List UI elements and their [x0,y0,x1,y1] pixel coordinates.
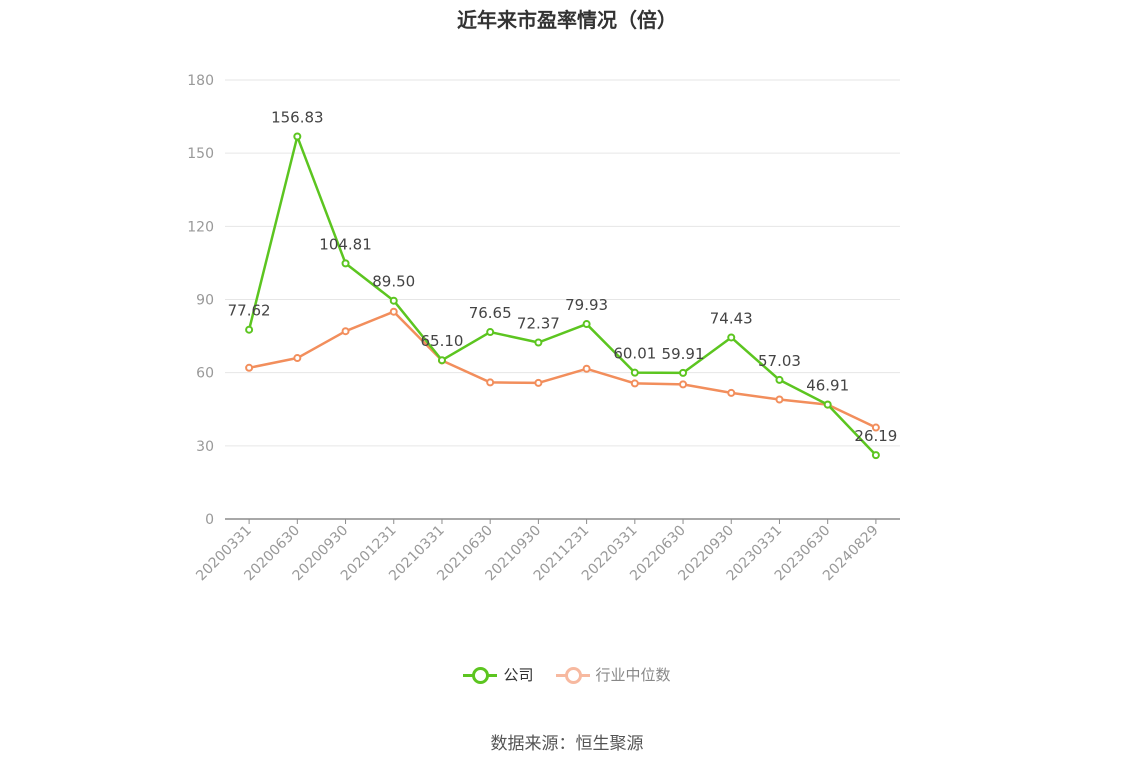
data-point-industry-median [293,354,302,363]
data-label: 77.62 [228,302,271,320]
grid-lines [225,79,900,447]
y-tick-label: 120 [187,219,214,235]
y-tick-label: 150 [187,146,214,162]
data-point-industry-median [582,364,591,373]
data-label: 46.91 [806,377,849,395]
data-label: 57.03 [758,352,801,370]
legend-marker-company [463,665,498,685]
data-point-company [486,328,495,337]
y-tick-label: 30 [196,439,214,455]
data-point-company [534,338,543,347]
series-line-company [247,135,877,456]
data-point-company [775,375,784,384]
data-label: 74.43 [710,309,753,327]
legend: 公司 行业中位数 [0,664,1134,685]
data-label: 65.10 [420,332,463,350]
data-point-company [389,296,398,305]
data-source: 数据来源：恒生聚源 [490,734,644,754]
y-tick-label: 60 [196,366,214,382]
pe-ratio-line-chart: 0 30 60 90 120 150 180 20200331202006302020093… [187,73,900,584]
data-point-industry-median [534,378,543,387]
data-label: 79.93 [565,296,608,314]
chart-title: 近年来市盈率情况（倍） [457,8,677,32]
data-label: 89.50 [372,273,415,291]
legend-item-industry-median[interactable]: 行业中位数 [555,664,671,685]
y-tick-label: 0 [205,512,214,528]
data-point-company [823,400,832,409]
data-point-company [679,368,688,377]
data-label: 26.19 [854,427,897,445]
data-label: 104.81 [319,235,372,253]
data-point-company [582,320,591,329]
y-tick-label: 90 [196,293,214,309]
data-point-industry-median [727,388,736,397]
data-point-company [871,451,880,460]
legend-label-company: 公司 [503,666,534,684]
data-point-company [341,259,350,268]
data-label: 59.91 [662,345,705,363]
data-label: 76.65 [469,304,512,322]
data-point-company [727,333,736,342]
y-axis: 0 30 60 90 120 150 180 [187,73,214,528]
data-point-industry-median [679,380,688,389]
data-point-company [437,356,446,365]
data-point-industry-median [871,423,880,432]
legend-marker-industry-median [555,665,590,685]
data-label: 72.37 [517,314,560,332]
data-point-industry-median [630,379,639,388]
data-point-industry-median [245,363,254,372]
data-label: 60.01 [613,345,656,363]
series-line-industry-median [248,310,877,429]
x-axis: 2020033120200630202009302020123120210331… [193,518,900,584]
data-point-industry-median [486,378,495,387]
data-label: 156.83 [271,109,324,127]
data-labels: 77.62 156.83 104.81 89.50 65.10 76.65 72.37 79.… [228,109,898,446]
data-point-industry-median [341,327,350,336]
legend-item-company[interactable]: 公司 [463,664,534,685]
series-layer [245,132,880,460]
data-point-company [293,132,302,141]
data-point-industry-median [389,307,398,316]
data-point-industry-median [775,395,784,404]
legend-label-industry-median: 行业中位数 [595,666,671,684]
data-point-company [245,325,254,334]
data-point-company [630,368,639,377]
y-tick-label: 180 [187,73,214,89]
